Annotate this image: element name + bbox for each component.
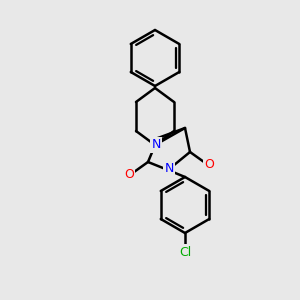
- Text: Cl: Cl: [179, 245, 191, 259]
- Text: N: N: [151, 139, 161, 152]
- Text: O: O: [204, 158, 214, 172]
- Text: N: N: [164, 163, 174, 176]
- Text: O: O: [124, 169, 134, 182]
